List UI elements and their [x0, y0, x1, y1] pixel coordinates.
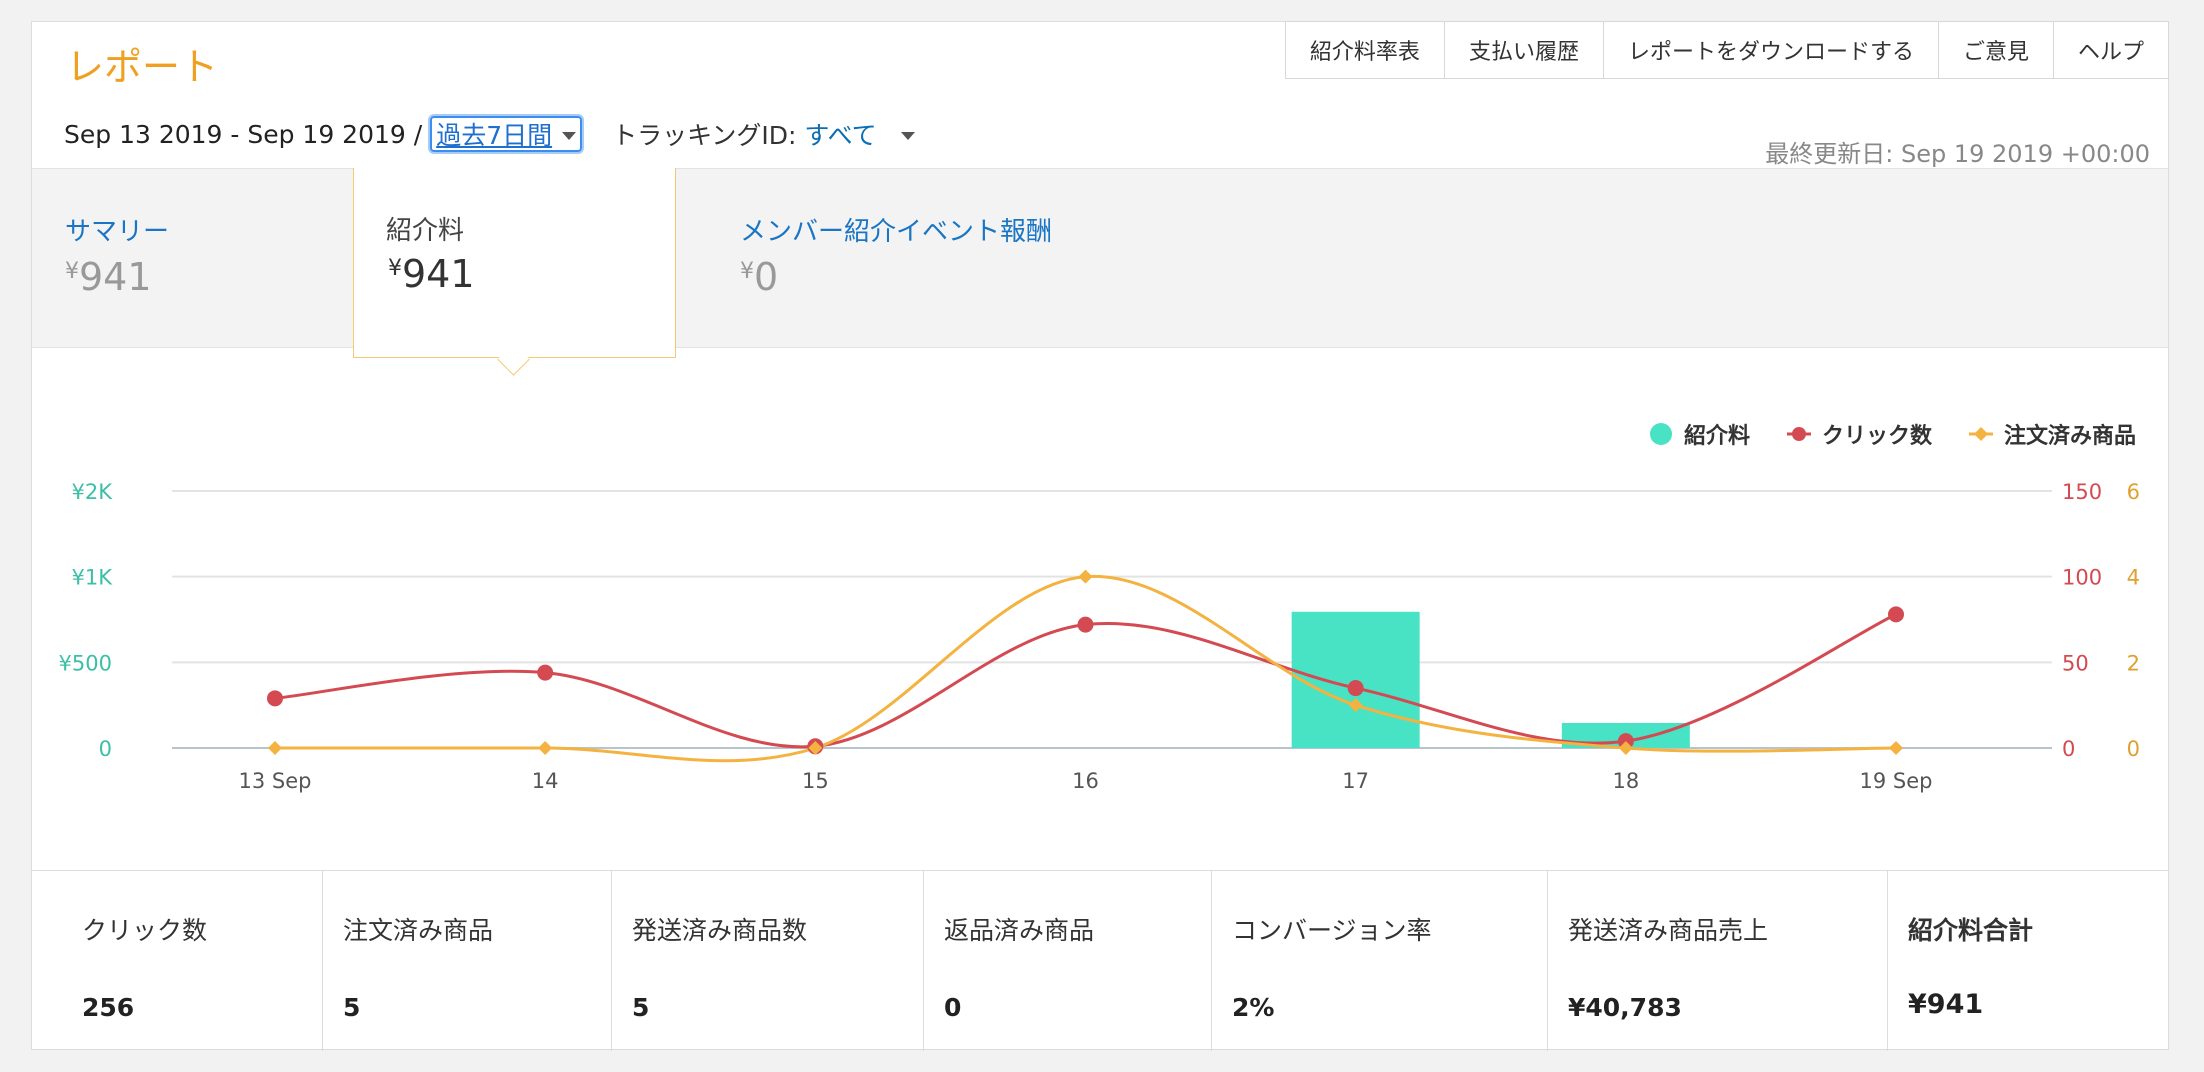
point-clicks — [1888, 606, 1904, 623]
point-ordered — [1618, 741, 1633, 755]
right-axis-tick-ordered: 2 — [2127, 651, 2140, 675]
x-axis-tick: 18 — [1612, 769, 1639, 793]
stat-value: 256 — [82, 993, 135, 1022]
stat-label: コンバージョン率 — [1232, 916, 1432, 945]
caret-down-icon — [900, 131, 915, 140]
stat-label: 紹介料合計 — [1908, 916, 2034, 945]
line-diamond-icon — [1968, 427, 1993, 441]
tab-summary[interactable]: サマリー ¥941 — [32, 169, 352, 347]
tab-fee-value: ¥941 — [388, 252, 475, 296]
date-range: Sep 13 2019 - Sep 19 2019 / — [64, 119, 423, 149]
point-ordered — [268, 741, 282, 755]
legend-item-clicks[interactable]: クリック数 — [1786, 418, 1932, 450]
tab-fee[interactable]: 紹介料 ¥941 — [353, 168, 676, 376]
x-axis-tick: 19 Sep — [1860, 769, 1933, 793]
last-updated: 最終更新日: Sep 19 2019 +00:00 — [1765, 140, 2150, 168]
nav-download-report[interactable]: レポートをダウンロードする — [1602, 21, 1938, 79]
stat-shipped: 発送済み商品数 5 — [612, 871, 924, 1051]
right-axis-tick-clicks: 50 — [2062, 651, 2089, 675]
nav-feedback[interactable]: ご意見 — [1937, 21, 2053, 79]
tab-summary-value: ¥941 — [65, 255, 152, 299]
combo-chart: 0 0 0 ¥500 50 2 ¥1K 100 4 ¥2K 150 6 13 Sep 14 15 16 17 18… — [59, 480, 2140, 793]
legend-label-ordered: 注文済み商品 — [2003, 424, 2136, 449]
stat-label: 注文済み商品 — [343, 916, 494, 945]
legend-item-fee[interactable]: 紹介料 — [1648, 418, 1750, 450]
right-axis-tick-ordered: 0 — [2127, 737, 2140, 761]
circle-icon — [1649, 423, 1672, 445]
stat-value: 0 — [944, 993, 962, 1022]
x-axis-tick: 17 — [1342, 769, 1369, 793]
chart-legend: 紹介料 クリック数 注文済み商品 — [1612, 418, 2136, 450]
stat-clicks: クリック数 256 — [32, 871, 323, 1051]
bar-fee — [1291, 611, 1420, 748]
tracking-id-label: トラッキングID: — [612, 121, 797, 150]
stat-label: 発送済み商品売上 — [1568, 916, 1769, 945]
tracking-id-select[interactable]: すべて — [804, 116, 915, 152]
stat-value: 2% — [1232, 993, 1275, 1022]
x-axis-tick: 15 — [802, 769, 829, 793]
page-title: レポート — [66, 45, 219, 89]
tracking-id-value: すべて — [804, 121, 877, 150]
point-clicks — [537, 664, 554, 681]
left-axis-tick: ¥500 — [59, 651, 112, 675]
tab-member-label: メンバー紹介イベント報酬 — [740, 217, 1053, 247]
point-ordered — [1348, 698, 1363, 713]
stat-value: 5 — [343, 993, 361, 1022]
tab-member-event[interactable]: メンバー紹介イベント報酬 ¥0 — [708, 169, 1128, 347]
stat-label: クリック数 — [82, 916, 208, 945]
left-axis-tick: ¥1K — [72, 566, 114, 590]
stat-conversion: コンバージョン率 2% — [1212, 871, 1548, 1051]
line-circle-icon — [1786, 427, 1811, 441]
legend-label-clicks: クリック数 — [1821, 424, 1932, 449]
tab-member-value: ¥0 — [740, 255, 779, 299]
chart-area: 紹介料 クリック数 注文済み商品 0 0 0 ¥500 50 2 ¥1K 100 4 ¥2K 150… — [32, 362, 2168, 882]
point-clicks — [267, 690, 283, 707]
left-axis-tick: ¥2K — [72, 480, 114, 504]
tab-fee-label: 紹介料 — [386, 216, 465, 246]
top-nav: 紹介料率表 支払い履歴 レポートをダウンロードする ご意見 ヘルプ — [1284, 21, 2169, 79]
stat-label: 返品済み商品 — [944, 916, 1095, 945]
nav-payment-history[interactable]: 支払い履歴 — [1443, 21, 1603, 79]
right-axis-tick-ordered: 4 — [2127, 566, 2140, 590]
report-panel: レポート 紹介料率表 支払い履歴 レポートをダウンロードする ご意見 ヘルプ S… — [31, 21, 2169, 1051]
left-axis-tick: 0 — [99, 737, 112, 761]
stat-ordered: 注文済み商品 5 — [323, 871, 612, 1051]
tab-summary-label: サマリー — [65, 217, 170, 247]
stats-row: クリック数 256 注文済み商品 5 発送済み商品数 5 返品済み商品 0 コン… — [32, 870, 2168, 1051]
point-clicks — [1077, 616, 1094, 633]
x-axis-tick: 13 Sep — [239, 769, 312, 793]
period-select[interactable]: 過去7日間 — [430, 116, 583, 152]
nav-fee-rates[interactable]: 紹介料率表 — [1284, 21, 1444, 79]
stat-label: 発送済み商品数 — [632, 916, 808, 945]
right-axis-tick-clicks: 150 — [2062, 480, 2102, 504]
summary-tabs: サマリー ¥941 紹介料 ¥941 メンバー紹介イベント報酬 ¥0 — [32, 168, 2168, 376]
stat-value: 5 — [632, 993, 650, 1022]
right-axis-tick-clicks: 100 — [2062, 566, 2102, 590]
point-ordered — [538, 741, 553, 755]
point-ordered — [808, 741, 823, 755]
point-ordered — [1889, 741, 1903, 755]
right-axis-tick-clicks: 0 — [2062, 737, 2075, 761]
stat-fee-total: 紹介料合計 ¥941 — [1888, 871, 2168, 1051]
stat-shipped-sales: 発送済み商品売上 ¥40,783 — [1548, 871, 1888, 1051]
point-ordered — [1078, 569, 1093, 584]
legend-label-fee: 紹介料 — [1683, 424, 1750, 449]
legend-item-ordered[interactable]: 注文済み商品 — [1968, 418, 2136, 450]
point-clicks — [1347, 680, 1364, 697]
stat-value: ¥941 — [1908, 989, 1984, 1020]
stat-value: ¥40,783 — [1568, 993, 1682, 1022]
date-filter-row: Sep 13 2019 - Sep 19 2019 / 過去7日間 トラッキング… — [64, 114, 915, 154]
nav-help[interactable]: ヘルプ — [2052, 21, 2169, 79]
right-axis-tick-ordered: 6 — [2127, 480, 2140, 504]
x-axis-tick: 16 — [1072, 769, 1099, 793]
period-select-value: 過去7日間 — [436, 121, 553, 150]
x-axis-tick: 14 — [532, 769, 559, 793]
caret-down-icon — [562, 131, 577, 140]
stat-returned: 返品済み商品 0 — [924, 871, 1212, 1051]
